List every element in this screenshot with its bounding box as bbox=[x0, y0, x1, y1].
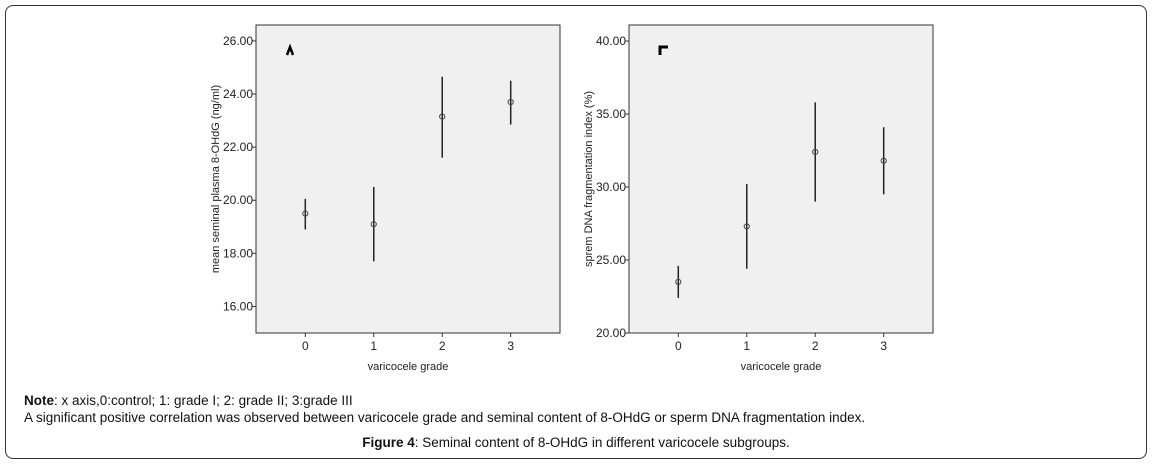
mean-point bbox=[370, 221, 377, 228]
mean-point bbox=[675, 278, 682, 286]
mean-point bbox=[439, 113, 446, 120]
y-tick-label: 16.00 bbox=[223, 299, 253, 313]
note-label: Note bbox=[24, 393, 54, 408]
y-tick-label: 20.00 bbox=[596, 326, 626, 340]
plot-area bbox=[628, 24, 934, 334]
mean-point bbox=[743, 223, 750, 230]
note-text: : x axis,0:control; 1: grade I; 2: grade… bbox=[54, 393, 353, 408]
y-tick-label: 30.00 bbox=[596, 180, 626, 194]
figure-caption: Figure 4: Seminal content of 8-OHdG in d… bbox=[0, 435, 1152, 450]
mean-point bbox=[880, 157, 887, 164]
note-line: Note: x axis,0:control; 1: grade I; 2: g… bbox=[24, 393, 353, 408]
mean-point bbox=[302, 210, 309, 217]
x-tick-label: 2 bbox=[439, 339, 446, 353]
chart-0: 16.00 18.00 20.00 22.00 24.00 26.00 0 1 2 3 varico… bbox=[210, 24, 561, 373]
y-axis-label: sprem DNA fragmentation index (%) bbox=[583, 91, 595, 267]
plot-area bbox=[255, 24, 561, 334]
x-tick-label: 1 bbox=[370, 339, 377, 353]
y-tick-label: 24.00 bbox=[223, 87, 253, 101]
x-axis-label: varicocele grade bbox=[741, 361, 822, 373]
x-tick-label: 3 bbox=[880, 339, 887, 353]
x-tick-label: 2 bbox=[812, 339, 819, 353]
y-tick-label: 22.00 bbox=[223, 140, 253, 154]
chart-1: 20.00 25.00 30.00 35.00 40.00 0 1 2 3 varicocele … bbox=[583, 24, 934, 373]
mean-point bbox=[507, 98, 514, 106]
figure-frame bbox=[5, 5, 1147, 459]
y-tick-label: 18.00 bbox=[223, 246, 253, 260]
y-tick-label: 25.00 bbox=[596, 253, 626, 267]
y-tick-label: 40.00 bbox=[596, 34, 626, 48]
panel-marker bbox=[658, 45, 668, 55]
x-tick-label: 0 bbox=[675, 339, 682, 353]
figure-text: : Seminal content of 8-OHdG in different… bbox=[414, 435, 790, 450]
x-tick-label: 0 bbox=[302, 339, 309, 353]
x-tick-label: 1 bbox=[743, 339, 750, 353]
y-tick-label: 26.00 bbox=[223, 34, 253, 48]
finding-text: A significant positive correlation was o… bbox=[24, 410, 866, 425]
y-axis-label: mean seminal plasma 8-OHdG (ng/ml) bbox=[210, 85, 222, 273]
panel-marker bbox=[285, 43, 295, 56]
y-tick-label: 35.00 bbox=[596, 107, 626, 121]
mean-point bbox=[812, 148, 819, 156]
x-tick-label: 3 bbox=[507, 339, 514, 353]
x-axis-label: varicocele grade bbox=[368, 361, 449, 373]
figure-label: Figure 4 bbox=[362, 435, 415, 450]
y-tick-label: 20.00 bbox=[223, 193, 253, 207]
